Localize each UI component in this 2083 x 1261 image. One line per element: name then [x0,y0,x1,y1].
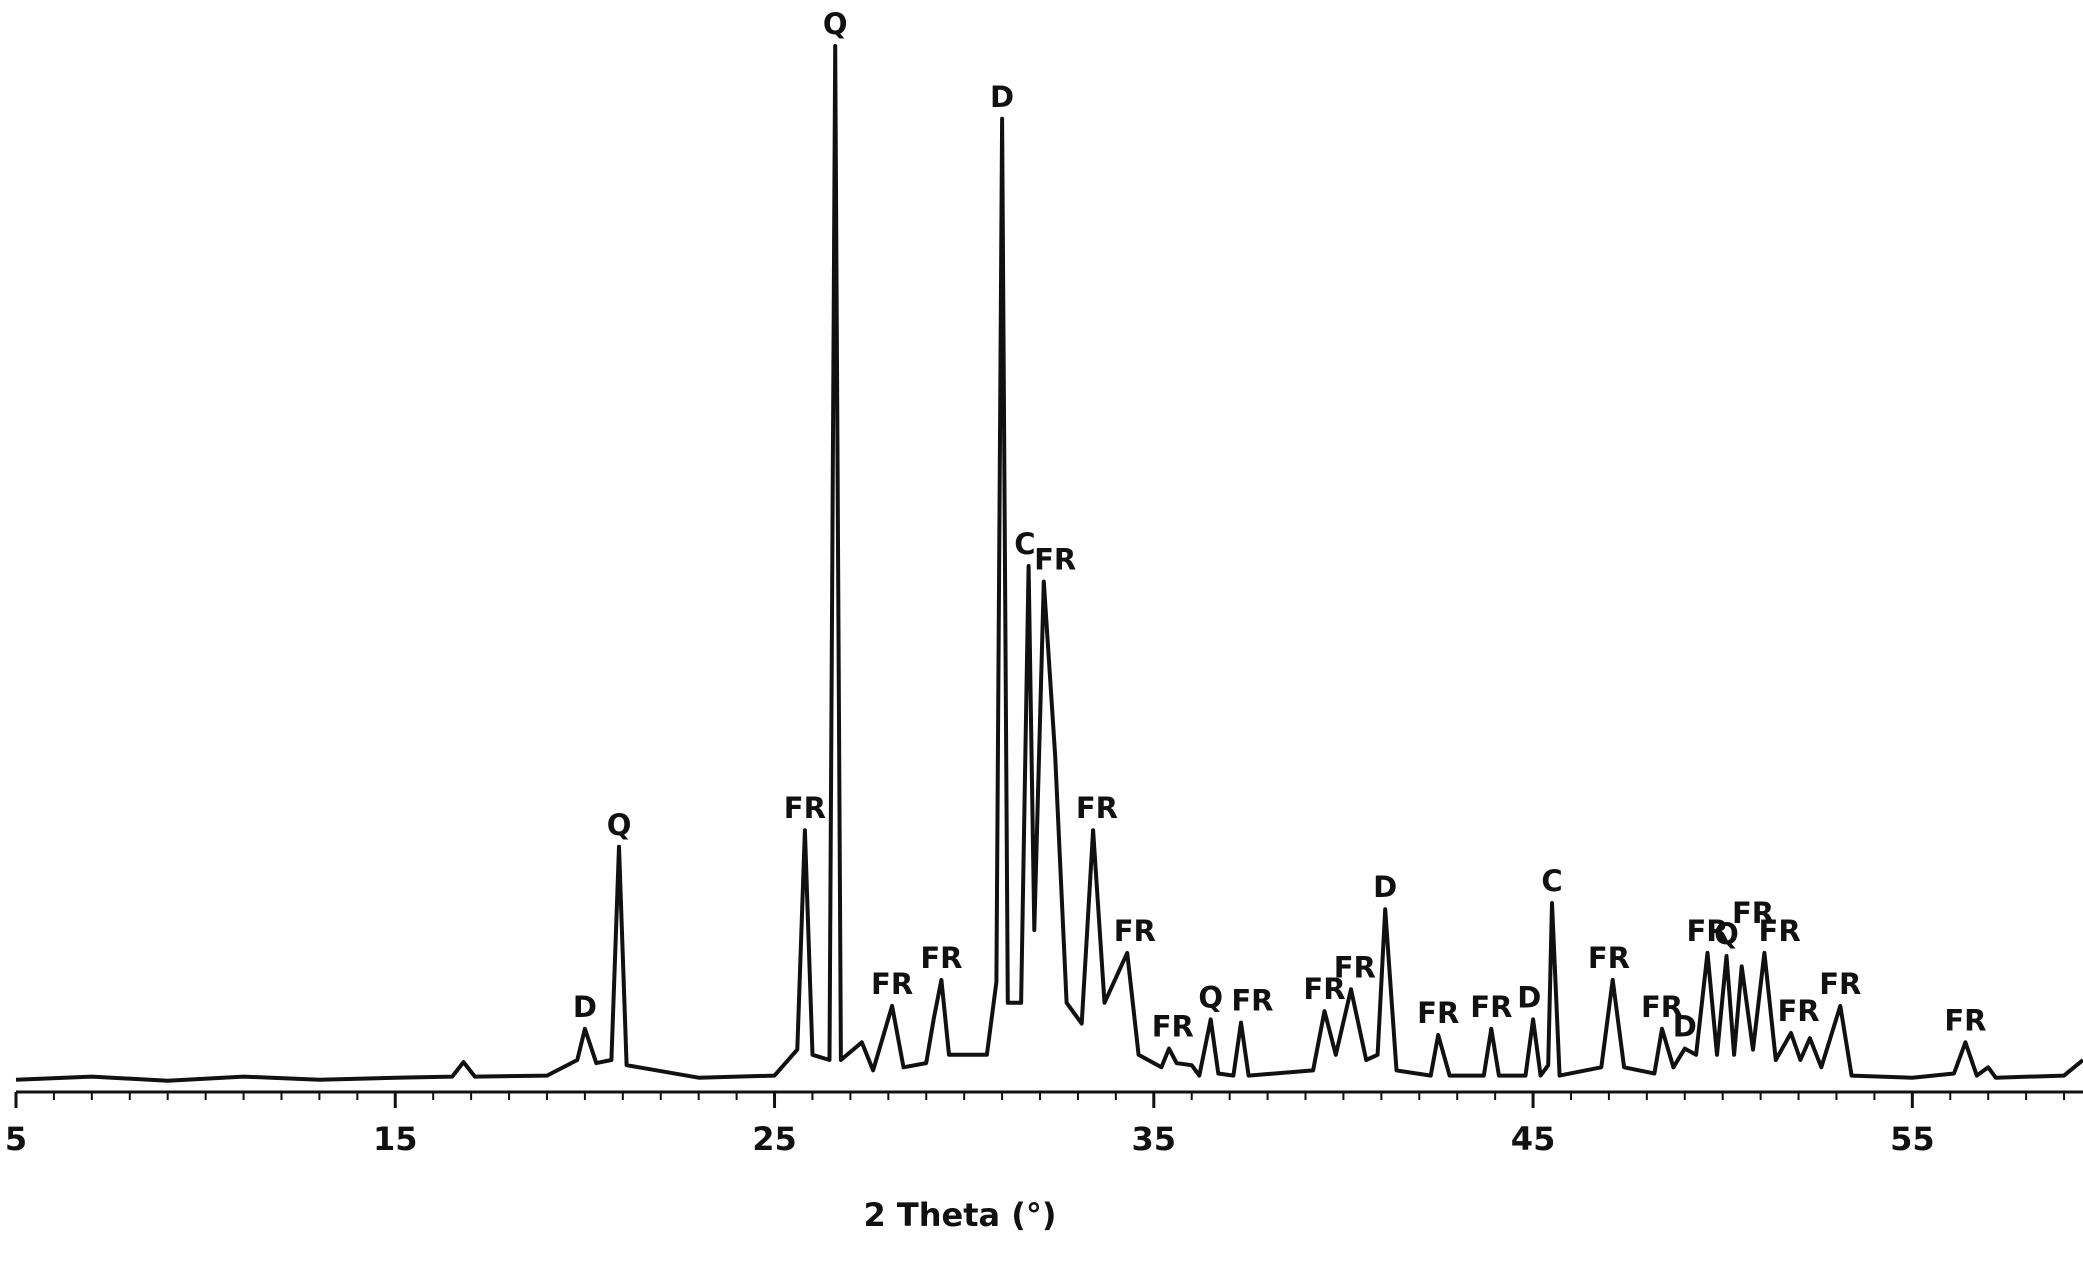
peak-label: Q [1198,980,1223,1014]
peak-label: D [1373,870,1397,904]
peak-label: FR [1759,914,1801,948]
peak-label: D [1673,1010,1697,1044]
peak-label: Q [1714,917,1739,951]
x-tick-label: 15 [373,1120,418,1158]
peak-label: FR [784,791,826,825]
x-tick-label: 25 [752,1120,797,1158]
x-axis-label: 2 Theta (°) [864,1196,1057,1234]
peak-label: FR [1470,990,1512,1024]
peak-label: FR [1417,996,1459,1030]
peak-label: FR [1034,543,1076,577]
peak-label: FR [1076,791,1118,825]
peak-label: FR [1114,914,1156,948]
peak-label: FR [1686,914,1728,948]
diffraction-line [15,44,2083,1083]
peak-label: FR [871,967,913,1001]
peak-label: Q [823,7,848,41]
peak-label: C [1014,527,1035,561]
peak-label: FR [1303,972,1345,1006]
peak-label: Q [607,808,632,842]
peak-label: FR [1944,1003,1986,1037]
peak-label: D [990,80,1014,114]
peak-label: FR [920,941,962,975]
peak-label: D [573,990,597,1024]
peak-label: C [1541,864,1562,898]
x-tick-label: 35 [1132,1120,1177,1158]
peak-label: FR [1732,896,1774,930]
peak-label: D [1517,980,1541,1014]
peak-label: FR [1588,941,1630,975]
x-tick-label: 45 [1511,1120,1556,1158]
peak-label: FR [1819,967,1861,1001]
peak-label: FR [1231,984,1273,1018]
peak-label: FR [1152,1010,1194,1044]
peak-label: FR [1334,950,1376,984]
x-tick-label: 55 [1890,1120,1935,1158]
x-tick-label: 5 [5,1120,27,1158]
peak-label: FR [1641,990,1683,1024]
peak-label: FR [1777,994,1819,1028]
